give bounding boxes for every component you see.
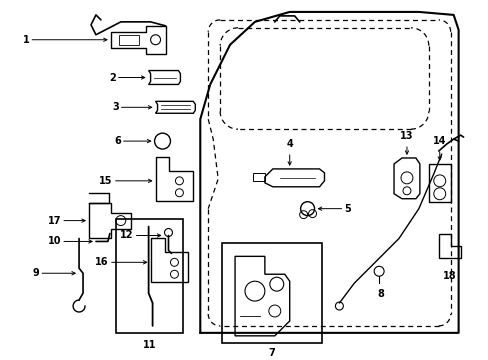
Text: 17: 17 [48,216,61,226]
Text: 10: 10 [48,237,61,247]
Text: 18: 18 [442,271,456,281]
Text: 6: 6 [114,136,121,146]
Text: 15: 15 [99,176,113,186]
Text: 2: 2 [109,72,116,82]
Text: 12: 12 [120,230,133,240]
Text: 5: 5 [344,204,350,213]
Text: 1: 1 [22,35,29,45]
Text: 14: 14 [432,136,446,146]
Text: 4: 4 [286,139,292,149]
Text: 3: 3 [112,102,119,112]
Text: 8: 8 [377,289,384,299]
Text: 13: 13 [399,131,413,141]
Text: 11: 11 [142,340,156,350]
Text: 16: 16 [95,257,109,267]
Text: 9: 9 [33,268,39,278]
Circle shape [335,302,343,310]
Text: 7: 7 [268,348,275,358]
